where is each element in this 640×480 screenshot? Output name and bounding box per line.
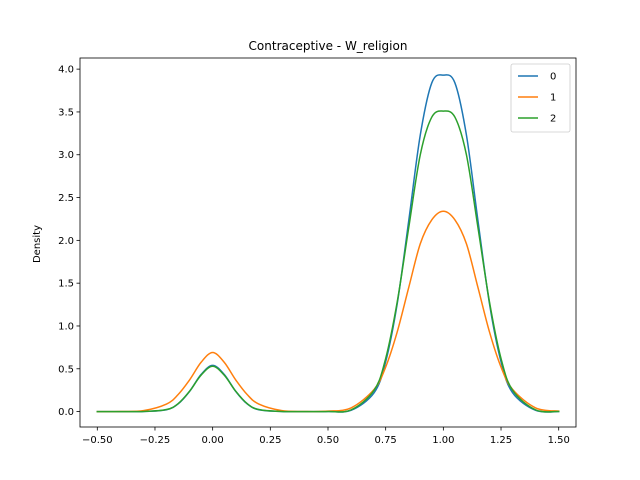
chart-title: Contraceptive - W_religion (249, 39, 408, 53)
x-tick-label: −0.25 (140, 435, 171, 446)
y-tick-label: 4.0 (58, 65, 74, 76)
x-tick-label: 0.00 (202, 435, 224, 446)
legend-label-2: 2 (550, 114, 556, 125)
y-tick-label: 2.0 (58, 236, 74, 247)
series-line-1 (96, 210, 560, 413)
plot-lines (96, 74, 560, 413)
y-tick-label: 3.0 (58, 150, 74, 161)
y-tick-label: 0.5 (58, 364, 74, 375)
x-tick-label: 1.00 (432, 435, 454, 446)
x-tick-label: 1.50 (548, 435, 570, 446)
x-tick-label: 0.75 (375, 435, 397, 446)
legend-label-0: 0 (550, 72, 556, 83)
series-line-2 (96, 110, 560, 413)
y-tick-label: 3.5 (58, 107, 74, 118)
y-tick-label: 1.5 (58, 279, 74, 290)
x-tick-label: 0.50 (317, 435, 339, 446)
x-tick-label: 1.25 (490, 435, 512, 446)
y-tick-label: 2.5 (58, 193, 74, 204)
x-tick-label: 0.25 (259, 435, 281, 446)
legend-label-1: 1 (550, 93, 556, 104)
y-axis-ticks: 0.0 0.5 1.0 1.5 2.0 2.5 3.0 3.5 4.0 (58, 65, 80, 418)
y-tick-label: 1.0 (58, 321, 74, 332)
legend: 0 1 2 (510, 63, 571, 133)
x-axis-ticks: −0.50 −0.25 0.00 0.25 0.50 0.75 1.00 1.25 1.50 (82, 427, 570, 446)
y-axis-label: Density (32, 225, 43, 263)
y-tick-label: 0.0 (58, 407, 74, 418)
x-tick-label: −0.50 (82, 435, 113, 446)
legend-box (510, 63, 571, 133)
